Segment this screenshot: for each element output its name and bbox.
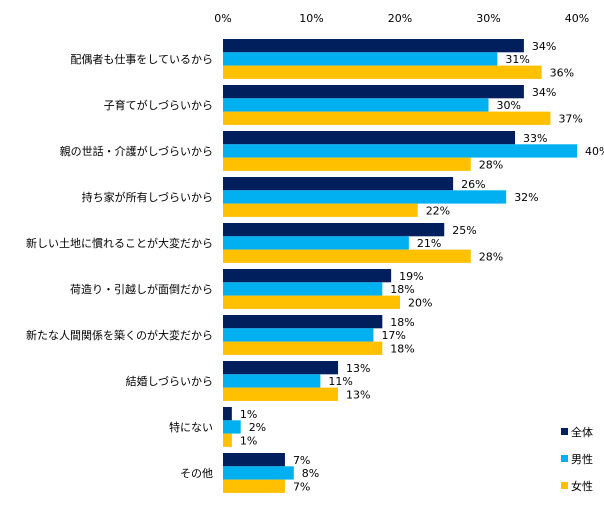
data-label: 11% (328, 375, 352, 388)
bar (223, 39, 524, 53)
bar (223, 420, 241, 434)
data-label: 8% (302, 467, 319, 480)
bar (223, 466, 294, 480)
data-label: 25% (452, 224, 476, 237)
bar (223, 387, 339, 401)
data-label: 2% (249, 421, 266, 434)
data-label: 18% (390, 283, 414, 296)
bar (223, 190, 507, 204)
category-label: 特にない (169, 420, 213, 434)
bar (223, 65, 542, 79)
bar (223, 361, 339, 375)
bar (223, 144, 577, 158)
category-label: 親の世話・介護がしづらいから (60, 144, 213, 158)
data-label: 36% (550, 66, 574, 79)
bar (223, 111, 551, 125)
data-label: 1% (240, 434, 257, 447)
category-label: 結婚しづらいから (126, 374, 213, 388)
x-tick-label: 20% (388, 12, 412, 25)
bar (223, 223, 445, 237)
data-label: 7% (293, 480, 310, 493)
data-label: 33% (523, 132, 547, 145)
data-label: 28% (479, 158, 503, 171)
data-label: 1% (240, 408, 257, 421)
data-label: 20% (408, 296, 432, 309)
data-label: 26% (461, 178, 485, 191)
data-label: 37% (558, 112, 582, 125)
bar (223, 341, 383, 355)
category-label: 子育てがしづらいから (104, 98, 213, 112)
bar (223, 315, 383, 329)
data-label: 34% (532, 86, 556, 99)
category-label: 持ち家が所有しづらいから (82, 190, 213, 204)
bar (223, 295, 400, 309)
bar (223, 52, 498, 66)
bar (223, 236, 409, 250)
legend-label: 女性 (571, 479, 593, 493)
legend-swatch (561, 455, 568, 462)
bar (223, 374, 321, 388)
bar (223, 177, 454, 191)
bar (223, 433, 232, 447)
legend-label: 男性 (571, 452, 593, 466)
bar (223, 407, 232, 421)
category-label: 荷造り・引越しが面倒だから (70, 282, 213, 296)
bar (223, 157, 471, 171)
bar (223, 98, 489, 112)
data-label: 21% (417, 237, 441, 250)
data-label: 40% (585, 145, 604, 158)
data-label: 7% (293, 454, 310, 467)
legend-swatch (561, 482, 568, 489)
bar (223, 203, 418, 217)
x-tick-label: 40% (565, 12, 589, 25)
x-tick-label: 10% (299, 12, 323, 25)
bar (223, 269, 392, 283)
data-label: 13% (346, 362, 370, 375)
bar (223, 131, 516, 145)
bar (223, 453, 285, 467)
legend-swatch (561, 428, 568, 435)
category-label: 新しい土地に慣れることが大変だから (26, 236, 213, 250)
category-label: 配偶者も仕事をしているから (70, 53, 213, 66)
data-label: 22% (426, 204, 450, 217)
bar (223, 85, 524, 99)
data-label: 13% (346, 388, 370, 401)
x-tick-label: 0% (214, 12, 231, 25)
bar (223, 249, 471, 263)
data-label: 34% (532, 40, 556, 53)
data-label: 28% (479, 250, 503, 263)
x-tick-label: 30% (476, 12, 500, 25)
bar (223, 479, 285, 493)
legend-label: 全体 (571, 425, 593, 439)
category-label: 新たな人間関係を築くのが大変だから (26, 328, 213, 342)
bar (223, 282, 383, 296)
category-label: その他 (180, 467, 213, 480)
data-label: 18% (390, 316, 414, 329)
bar (223, 328, 374, 342)
data-label: 32% (514, 191, 538, 204)
data-label: 31% (505, 53, 529, 66)
data-label: 18% (390, 342, 414, 355)
data-label: 19% (399, 270, 423, 283)
data-label: 17% (381, 329, 405, 342)
data-label: 30% (497, 99, 521, 112)
